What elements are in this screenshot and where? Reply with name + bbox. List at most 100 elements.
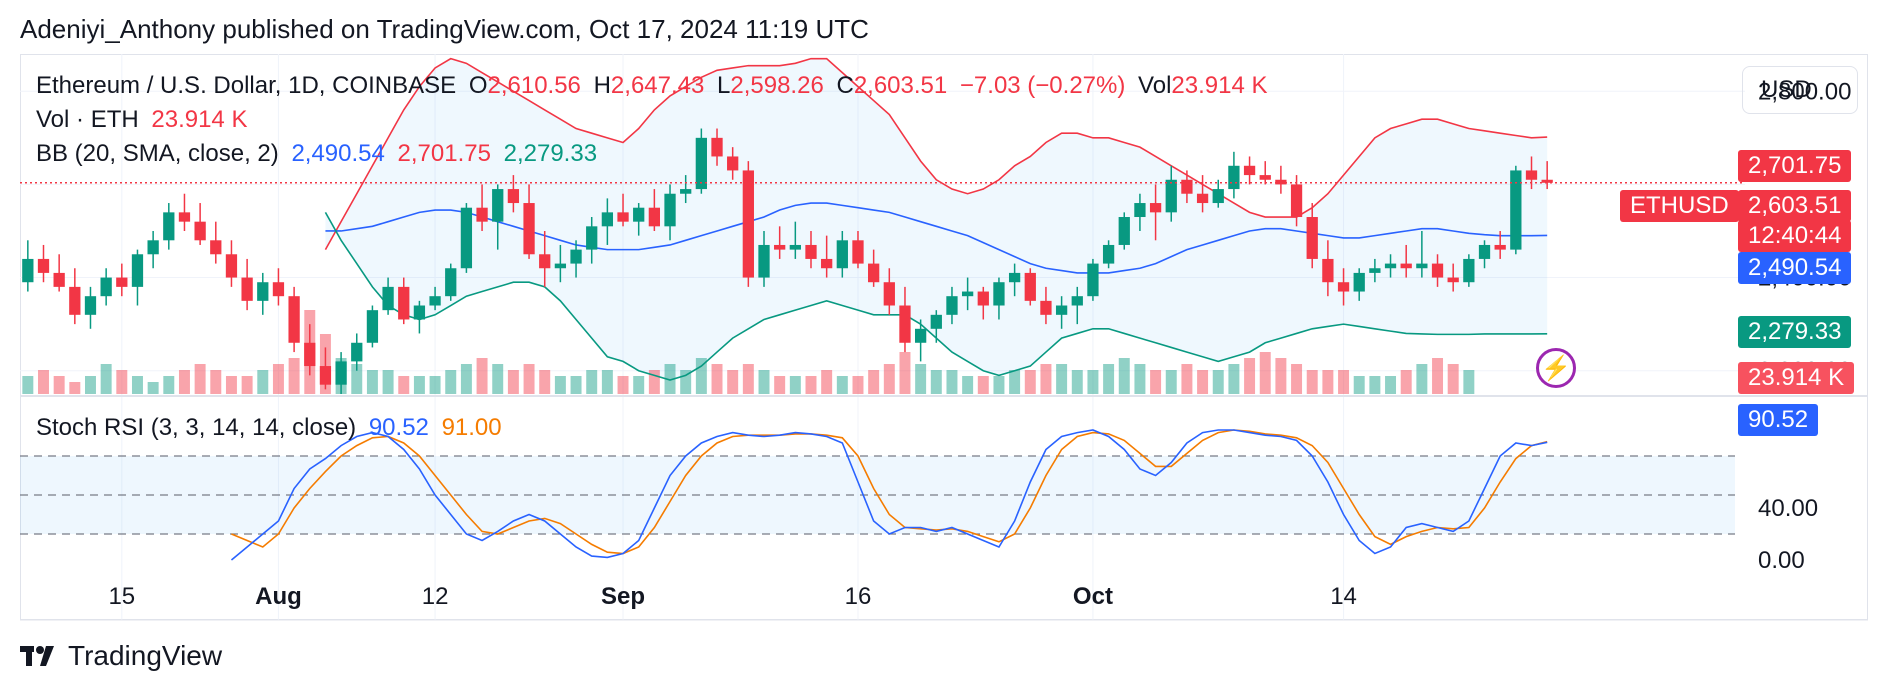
legend-l-label: L <box>717 72 731 99</box>
volume-bar <box>1447 364 1459 394</box>
bb-lower-tag: 2,279.33 <box>1738 316 1852 348</box>
volume-bar <box>460 364 472 394</box>
candle-body <box>946 296 958 315</box>
volume-bar <box>1165 370 1177 394</box>
stoch-tick-label: 40.00 <box>1758 495 1818 522</box>
candle-body <box>680 189 692 194</box>
stoch-legend-label[interactable]: Stoch RSI (3, 3, 14, 14, close) <box>36 414 357 441</box>
volume-bar <box>1369 376 1381 394</box>
candle-body <box>1024 272 1036 301</box>
candle-body <box>1337 282 1350 292</box>
volume-bar <box>758 370 770 394</box>
candle-body <box>351 342 363 362</box>
volume-bar <box>993 376 1005 394</box>
volume-bar <box>1228 364 1240 394</box>
legend-o-label: O <box>468 72 488 99</box>
candle-body <box>53 272 65 287</box>
volume-legend-value: 23.914 K <box>151 106 248 133</box>
volume-bar <box>648 370 660 394</box>
volume-bar <box>742 364 754 394</box>
candle-body <box>523 203 535 255</box>
candle-body <box>1541 179 1553 183</box>
volume-bar <box>1103 364 1115 394</box>
volume-legend-label[interactable]: Vol · ETH <box>36 106 139 133</box>
legend-high: 2,647.43 <box>610 72 705 99</box>
candle-body <box>288 296 300 343</box>
candle-body <box>1228 165 1240 190</box>
candle-body <box>413 305 426 320</box>
volume-bar <box>821 370 833 394</box>
candle-body <box>131 254 144 287</box>
bb-legend-label[interactable]: BB (20, SMA, close, 2) <box>36 140 279 167</box>
currency-button[interactable]: USD <box>1742 66 1858 114</box>
candle-body <box>507 189 520 204</box>
volume-bar <box>131 376 143 394</box>
volume-bar <box>257 370 269 394</box>
candle-body <box>617 212 629 222</box>
candle-body <box>1525 170 1538 180</box>
lightning-icon[interactable]: ⚡ <box>1536 348 1576 388</box>
volume-bar <box>351 364 363 394</box>
candle-body <box>1071 296 1083 306</box>
volume-bar <box>1118 358 1130 394</box>
volume-bar <box>915 364 927 394</box>
candle-body <box>1353 272 1365 292</box>
footer-brand-text: TradingView <box>68 640 223 671</box>
time-tick-label: 14 <box>1330 583 1357 610</box>
candle-body <box>758 244 770 278</box>
volume-bar <box>288 358 300 394</box>
candle-body <box>1040 300 1052 315</box>
volume-bar <box>899 352 911 394</box>
volume-bar <box>1322 370 1334 394</box>
candle-body <box>335 361 347 385</box>
stoch-legend-k: 90.52 <box>368 414 429 441</box>
candle-body <box>1087 263 1099 297</box>
volume-bar <box>38 370 49 394</box>
candle-body <box>163 212 175 241</box>
volume-bar <box>523 364 535 394</box>
footer-brand[interactable]: TradingView <box>20 640 222 672</box>
volume-bar <box>664 364 676 394</box>
volume-bar <box>194 364 206 394</box>
candle-body <box>899 305 911 343</box>
volume-bar <box>711 364 723 394</box>
time-tick-label: Aug <box>255 583 302 610</box>
legend-symbol[interactable]: Ethereum / U.S. Dollar, 1D, COINBASE <box>36 72 457 99</box>
volume-bar <box>868 370 880 394</box>
volume-bar <box>570 376 582 394</box>
candle-body <box>1196 193 1209 204</box>
volume-bar <box>1056 364 1068 394</box>
legend-vol: 23.914 K <box>1171 72 1268 99</box>
volume-bar <box>1181 364 1193 394</box>
stoch-tick-label: 0.00 <box>1758 547 1805 574</box>
candle-body <box>366 310 379 343</box>
time-tick-label: 15 <box>108 583 135 610</box>
volume-bar <box>1275 358 1287 394</box>
volume-bar <box>100 364 112 394</box>
bb-legend-lower: 2,279.33 <box>503 140 598 167</box>
volume-bar <box>1338 370 1350 394</box>
volume-bar <box>633 376 645 394</box>
volume-bar <box>163 376 175 394</box>
candle-body <box>1212 189 1224 204</box>
volume-bar <box>680 370 692 394</box>
volume-bar <box>476 358 488 394</box>
candle-body <box>883 282 895 306</box>
volume-bar <box>1416 364 1428 394</box>
volume-bar <box>539 370 551 394</box>
volume-bar <box>727 370 739 394</box>
legend-change: −7.03 (−0.27%) <box>959 72 1126 99</box>
candle-body <box>492 189 504 222</box>
candle-body <box>993 282 1005 306</box>
candle-body <box>1243 165 1256 176</box>
candle-body <box>1149 203 1162 213</box>
volume-bar <box>977 376 989 394</box>
volume-bar <box>789 376 801 394</box>
candle-body <box>1416 263 1428 269</box>
volume-bar <box>1212 370 1224 394</box>
volume-bar <box>695 358 707 394</box>
volume-bar <box>601 370 613 394</box>
candle-body <box>648 207 661 227</box>
candle-body <box>225 254 238 278</box>
